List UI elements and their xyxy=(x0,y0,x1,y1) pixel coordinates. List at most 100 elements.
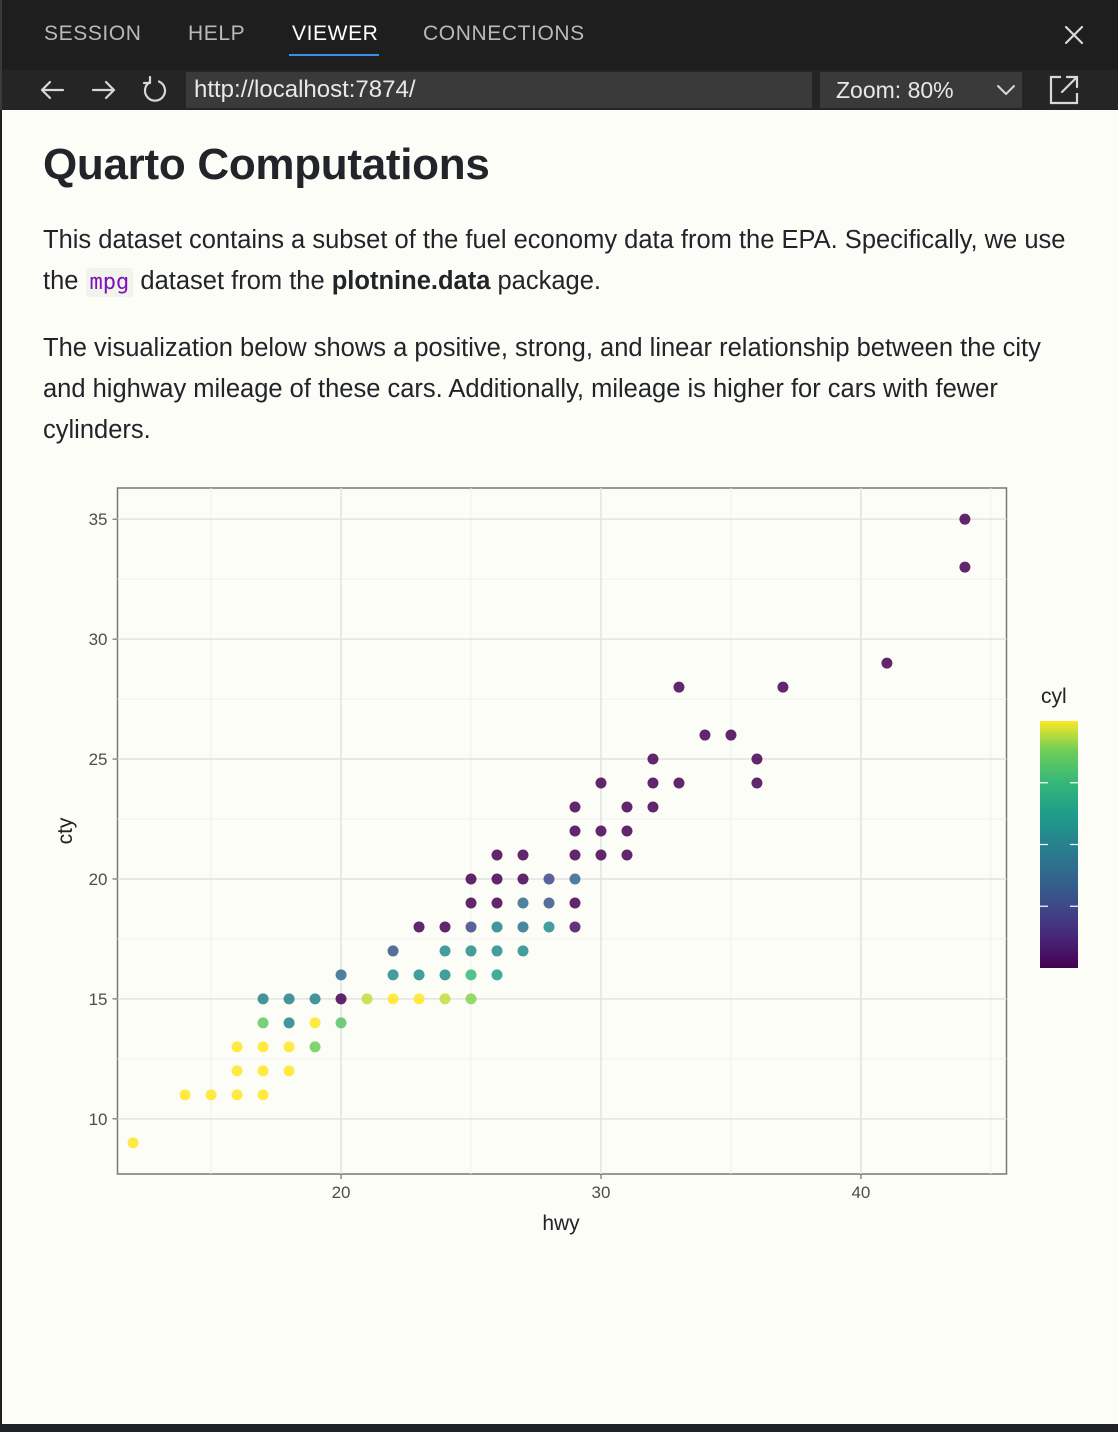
data-point xyxy=(725,729,737,741)
data-point xyxy=(335,993,347,1005)
intro-text-2: dataset from the xyxy=(133,267,332,295)
close-icon[interactable] xyxy=(1060,21,1088,49)
data-point xyxy=(569,897,581,909)
tab-connections[interactable]: CONNECTIONS xyxy=(423,22,585,45)
intro-text-3: package. xyxy=(490,267,601,295)
data-point xyxy=(231,1065,243,1077)
data-point xyxy=(205,1089,217,1101)
data-points xyxy=(127,513,971,1149)
data-point xyxy=(387,945,399,957)
data-point xyxy=(283,993,295,1005)
data-point xyxy=(309,993,321,1005)
data-point xyxy=(257,1041,269,1053)
data-point xyxy=(439,993,451,1005)
data-point xyxy=(179,1089,191,1101)
refresh-icon[interactable] xyxy=(140,76,170,104)
data-point xyxy=(127,1137,139,1149)
x-axis-label: hwy xyxy=(542,1212,580,1235)
legend-title: cyl xyxy=(1041,685,1067,708)
data-point xyxy=(257,993,269,1005)
bottom-bar xyxy=(0,1424,1118,1432)
data-point xyxy=(413,969,425,981)
data-point xyxy=(257,1065,269,1077)
data-point xyxy=(543,873,555,885)
gridlines xyxy=(117,488,1007,1174)
data-point xyxy=(751,777,763,789)
active-tab-indicator xyxy=(289,54,379,56)
data-point xyxy=(465,969,477,981)
data-point xyxy=(647,777,659,789)
tab-viewer[interactable]: VIEWER xyxy=(292,22,379,45)
back-arrow-icon[interactable] xyxy=(37,76,67,104)
data-point xyxy=(517,873,529,885)
y-tick-label: 30 xyxy=(89,630,108,649)
data-point xyxy=(491,945,503,957)
tab-session[interactable]: SESSION xyxy=(44,22,142,45)
inline-code: mpg xyxy=(85,268,134,297)
data-point xyxy=(465,993,477,1005)
legend-ticks xyxy=(1040,782,1078,907)
data-point xyxy=(699,729,711,741)
forward-arrow-icon[interactable] xyxy=(89,76,119,104)
data-point xyxy=(621,801,633,813)
y-tick-label: 10 xyxy=(89,1110,108,1129)
data-point xyxy=(647,801,659,813)
data-point xyxy=(647,753,659,765)
data-point xyxy=(569,825,581,837)
data-point xyxy=(231,1041,243,1053)
axis-ticks: 20 30 40 10 15 20 25 30 35 xyxy=(89,510,871,1202)
data-point xyxy=(257,1089,269,1101)
data-point xyxy=(595,777,607,789)
scatter-chart: 20 30 40 10 15 20 25 30 35 hwy cty cyl xyxy=(54,487,1078,1235)
popout-icon[interactable] xyxy=(1047,73,1081,107)
data-point xyxy=(621,849,633,861)
y-tick-label: 15 xyxy=(89,990,108,1009)
tab-bar: SESSION HELP VIEWER CONNECTIONS xyxy=(0,0,1118,70)
data-point xyxy=(283,1065,295,1077)
data-point xyxy=(595,849,607,861)
data-point xyxy=(543,897,555,909)
data-point xyxy=(491,969,503,981)
data-point xyxy=(543,921,555,933)
data-point xyxy=(569,849,581,861)
data-point xyxy=(959,561,971,573)
intro-paragraph: This dataset contains a subset of the fu… xyxy=(43,220,1083,303)
data-point xyxy=(439,921,451,933)
data-point xyxy=(595,825,607,837)
plot-panel xyxy=(116,487,1008,1175)
data-point xyxy=(959,513,971,525)
data-point xyxy=(751,753,763,765)
data-point xyxy=(439,945,451,957)
data-point xyxy=(491,921,503,933)
data-point xyxy=(361,993,373,1005)
x-tick-label: 30 xyxy=(592,1183,611,1202)
data-point xyxy=(335,1017,347,1029)
chevron-down-icon xyxy=(997,85,1015,95)
x-tick-label: 20 xyxy=(332,1183,351,1202)
data-point xyxy=(517,897,529,909)
tab-help[interactable]: HELP xyxy=(188,22,246,45)
data-point xyxy=(673,777,685,789)
viewer-toolbar: Zoom: 80% xyxy=(0,70,1118,110)
zoom-dropdown[interactable]: Zoom: 80% xyxy=(820,72,1022,108)
data-point xyxy=(517,921,529,933)
data-point xyxy=(569,801,581,813)
data-point xyxy=(673,681,685,693)
data-point xyxy=(569,921,581,933)
data-point xyxy=(569,873,581,885)
y-tick-label: 35 xyxy=(89,510,108,529)
viewer-content: Quarto Computations This dataset contain… xyxy=(2,110,1118,1424)
data-point xyxy=(257,1017,269,1029)
data-point xyxy=(465,921,477,933)
x-tick-label: 40 xyxy=(851,1183,870,1202)
data-point xyxy=(309,1041,321,1053)
data-point xyxy=(387,993,399,1005)
data-point xyxy=(517,945,529,957)
data-point xyxy=(465,897,477,909)
data-point xyxy=(439,969,451,981)
data-point xyxy=(283,1017,295,1029)
data-point xyxy=(491,873,503,885)
data-point xyxy=(491,849,503,861)
data-point xyxy=(491,897,503,909)
url-input[interactable] xyxy=(186,72,812,108)
